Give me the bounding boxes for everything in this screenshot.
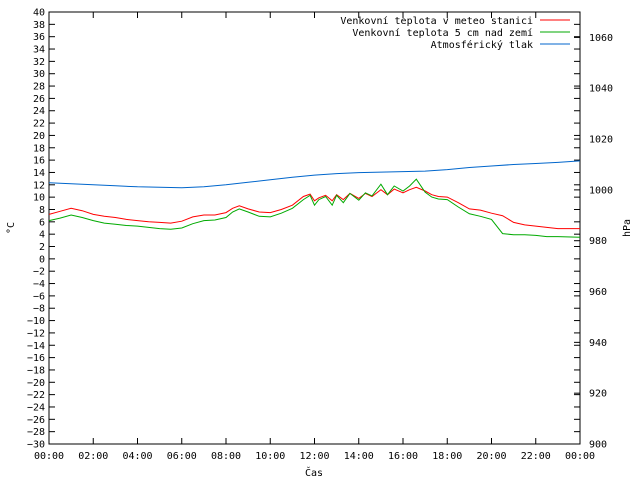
y-left-tick-label: −18 [27, 365, 45, 376]
series-line-pressure [48, 160, 581, 189]
x-tick-label: 18:00 [432, 451, 462, 462]
y-left-tick-label: −20 [27, 378, 45, 389]
y-left-tick-label: 2 [39, 242, 45, 253]
y-left-tick-label: 38 [33, 20, 45, 31]
x-ticks: 00:00 02:00 04:00 06:00 08:00 10:00 12:00 14:00… [34, 12, 595, 462]
y-left-tick-label: −16 [27, 353, 45, 364]
y-left-tick-label: 14 [33, 168, 45, 179]
legend-entry-ground-5cm: Venkovní teplota 5 cm nad zemí [352, 27, 570, 39]
series-lines [48, 160, 581, 238]
y-left-tick-label: −14 [27, 341, 45, 352]
series-line-ground-5cm [48, 178, 581, 238]
y-left-tick-label: −12 [27, 328, 45, 339]
x-tick-label: 16:00 [388, 451, 418, 462]
y-left-tick-label: 22 [33, 119, 45, 130]
y-left-tick-label: 30 [33, 69, 45, 80]
y-left-tick-label: 36 [33, 32, 45, 43]
y-left-tick-label: 8 [39, 205, 45, 216]
y-right-tick-label: 920 [589, 389, 607, 400]
y-left-tick-label: −8 [33, 304, 45, 315]
y-right-tick-label: 940 [589, 338, 607, 349]
y-right-tick-label: 900 [589, 440, 607, 451]
legend-entry-outdoor-station: Venkovní teplota v meteo stanici [340, 15, 570, 27]
x-tick-label: 12:00 [299, 451, 329, 462]
x-tick-label: 20:00 [476, 451, 506, 462]
y-left-tick-label: 40 [33, 8, 45, 19]
y-left-tick-label: −24 [27, 402, 45, 413]
plot-frame [48, 11, 581, 445]
legend: Venkovní teplota v meteo stanici Venkovn… [340, 15, 570, 51]
x-tick-label: 14:00 [344, 451, 374, 462]
y-axis-label-right: hPa [622, 219, 633, 237]
x-tick-label: 00:00 [565, 451, 595, 462]
y-right-tick-label: 980 [589, 236, 607, 247]
x-axis-label: Čas [305, 466, 323, 479]
y-left-tick-label: −4 [33, 279, 45, 290]
y-left-tick-label: 18 [33, 143, 45, 154]
y-left-tick-label: −30 [27, 440, 45, 451]
y-left-tick-label: −22 [27, 390, 45, 401]
y-left-tick-label: −26 [27, 415, 45, 426]
x-tick-label: 02:00 [78, 451, 108, 462]
legend-entry-pressure: Atmosférický tlak [431, 39, 570, 51]
y-left-tick-label: −10 [27, 316, 45, 327]
x-tick-label: 06:00 [167, 451, 197, 462]
legend-label-pressure: Atmosférický tlak [431, 39, 533, 51]
y-left-tick-label: −28 [27, 427, 45, 438]
y-left-tick-label: 16 [33, 156, 45, 167]
y-right-tick-label: 1020 [589, 135, 613, 146]
y-left-tick-label: 0 [39, 254, 45, 265]
y-left-tick-label: 20 [33, 131, 45, 142]
series-line-outdoor-station [48, 186, 580, 230]
y-right-tick-label: 1000 [589, 185, 613, 196]
y-left-tick-label: 12 [33, 180, 45, 191]
legend-label-ground-5cm: Venkovní teplota 5 cm nad zemí [352, 27, 533, 39]
y-left-tick-label: 28 [33, 82, 45, 93]
y-right-ticks: 900 920 940 960 980 1000 1020 1040 1060 [574, 33, 613, 451]
y-left-tick-label: 26 [33, 94, 45, 105]
y-left-tick-label: 32 [33, 57, 45, 68]
y-left-tick-label: 34 [33, 45, 45, 56]
x-tick-label: 04:00 [122, 451, 152, 462]
x-tick-label: 10:00 [255, 451, 285, 462]
y-axis-label-left: °C [6, 222, 17, 234]
legend-label-outdoor-station: Venkovní teplota v meteo stanici [340, 15, 533, 27]
y-left-tick-label: 24 [33, 106, 45, 117]
y-left-tick-label: −6 [33, 291, 45, 302]
y-left-tick-label: 6 [39, 217, 45, 228]
y-left-ticks: −30−28−26−24−22−20−18−16−14−12−10−8−6−4−… [27, 8, 580, 451]
y-right-tick-label: 1040 [589, 84, 613, 95]
x-tick-label: 00:00 [34, 451, 64, 462]
x-tick-label: 08:00 [211, 451, 241, 462]
x-tick-label: 22:00 [521, 451, 551, 462]
y-left-tick-label: 10 [33, 193, 45, 204]
y-left-tick-label: −2 [33, 267, 45, 278]
y-left-tick-label: 4 [39, 230, 45, 241]
y-right-tick-label: 960 [589, 287, 607, 298]
y-right-tick-label: 1060 [589, 33, 613, 44]
